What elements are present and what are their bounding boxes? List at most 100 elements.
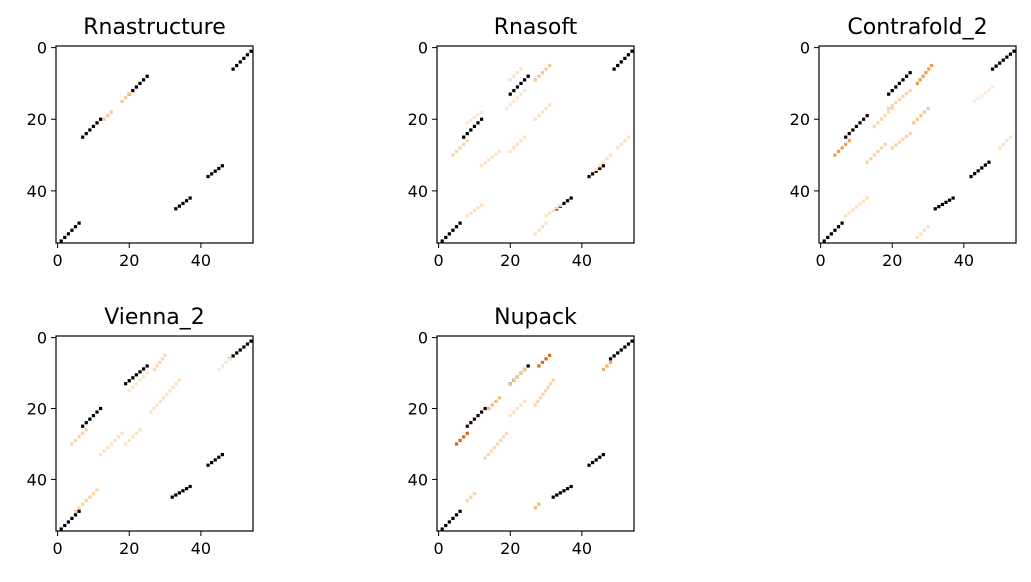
heatmap-cell: [88, 128, 92, 132]
heatmap-cell: [555, 206, 559, 210]
heatmap-cell: [836, 149, 841, 154]
heatmap-cell: [924, 71, 928, 75]
heatmap-cell: [608, 357, 613, 361]
heatmap-cell: [980, 94, 984, 98]
heatmap-cell: [858, 121, 862, 125]
heatmap-cell: [543, 389, 548, 393]
heatmap-cell: [131, 385, 135, 389]
heatmap-cell: [947, 198, 952, 202]
heatmap-cell: [890, 106, 894, 111]
heatmap-cell: [548, 211, 552, 215]
heatmap-cell: [930, 63, 934, 68]
heatmap-cell: [515, 406, 520, 411]
heatmap-cell: [492, 445, 496, 450]
heatmap-cell: [489, 449, 493, 453]
heatmap-cell: [127, 389, 131, 393]
heatmap-cell: [486, 453, 490, 457]
heatmap-cell: [494, 152, 498, 156]
axes-frame: [55, 45, 254, 244]
heatmap-cell: [505, 106, 509, 111]
heatmap-cell: [587, 463, 591, 467]
heatmap-cell: [630, 339, 634, 343]
heatmap-cell: [95, 488, 99, 492]
heatmap-cell: [98, 406, 103, 411]
heatmap-cell: [548, 103, 552, 107]
heatmap-cell: [908, 88, 912, 93]
heatmap-cell: [562, 489, 566, 493]
heatmap-cell: [587, 174, 591, 179]
heatmap-cell: [980, 166, 984, 170]
heatmap-cell: [861, 117, 866, 121]
heatmap-cell: [551, 208, 555, 213]
heatmap-cell: [897, 97, 902, 102]
heatmap-cell: [983, 91, 987, 95]
heatmap-cell: [548, 63, 552, 68]
heatmap-panel: Nupack 0 20 40 0 20 40: [408, 305, 635, 558]
heatmap-cell: [235, 351, 239, 355]
heatmap-cell: [472, 124, 477, 129]
heatmap-cell: [876, 121, 880, 125]
heatmap-cell: [605, 157, 609, 161]
heatmap-cell: [1012, 49, 1016, 53]
heatmap-cell: [894, 100, 898, 105]
heatmap-cell: [138, 370, 142, 374]
heatmap-cell: [998, 61, 1002, 65]
heatmap-cell: [538, 396, 543, 400]
heatmap-cell: [854, 124, 859, 129]
heatmap-cell: [872, 124, 876, 129]
heatmap-cell: [826, 235, 830, 240]
heatmap-cell: [616, 63, 620, 68]
heatmap-cell: [591, 460, 595, 465]
heatmap-cell: [63, 523, 67, 528]
heatmap-cell: [990, 85, 995, 89]
heatmap-cell: [1008, 135, 1013, 139]
heatmap-cell: [102, 449, 106, 453]
heatmap-cell: [601, 164, 605, 168]
heatmap-cell: [138, 428, 142, 432]
heatmap-cell: [81, 431, 85, 435]
heatmap-cell: [537, 502, 541, 506]
heatmap-cell: [95, 410, 99, 414]
heatmap-cell: [508, 382, 512, 386]
heatmap-cell: [533, 232, 537, 236]
heatmap-cell: [91, 414, 96, 418]
heatmap-cell: [472, 115, 477, 120]
heatmap-cell: [210, 172, 214, 176]
heatmap-cell: [549, 382, 553, 386]
heatmap-cell: [512, 74, 516, 78]
heatmap-cell: [141, 367, 146, 371]
heatmap-cell: [565, 199, 570, 203]
heatmap-cell: [479, 110, 484, 114]
heatmap-cell: [608, 360, 613, 365]
heatmap-cell: [519, 81, 523, 86]
heatmap-cell: [598, 164, 602, 168]
heatmap-cell: [444, 235, 448, 240]
heatmap-cell: [919, 232, 923, 236]
heatmap-cell: [551, 495, 555, 499]
heatmap-cell: [127, 379, 131, 383]
heatmap-cell: [594, 169, 598, 173]
heatmap-cell: [541, 392, 545, 396]
heatmap-cell: [626, 53, 631, 57]
x-tick-label: 20: [500, 251, 520, 270]
heatmap-cell: [155, 403, 159, 407]
heatmap-cell: [921, 74, 925, 78]
heatmap-cell: [77, 509, 81, 513]
heatmap-cell: [515, 96, 520, 100]
x-tick-label: 0: [53, 251, 63, 270]
heatmap-cell: [120, 431, 124, 435]
heatmap-cell: [487, 158, 491, 162]
heatmap-cell: [533, 506, 537, 510]
heatmap-panel: Vienna_2 0 20 40 0 20 40: [27, 305, 254, 558]
heatmap-cell: [927, 67, 931, 71]
heatmap-cell: [161, 396, 166, 400]
y-tick-label: 40: [408, 182, 428, 201]
heatmap-cell: [944, 200, 948, 204]
heatmap-cell: [217, 455, 221, 459]
heatmap-cell: [533, 78, 537, 82]
heatmap-cell: [177, 491, 181, 495]
heatmap-cell: [505, 431, 509, 435]
heatmap-cell: [479, 410, 484, 414]
heatmap-cell: [519, 139, 523, 143]
